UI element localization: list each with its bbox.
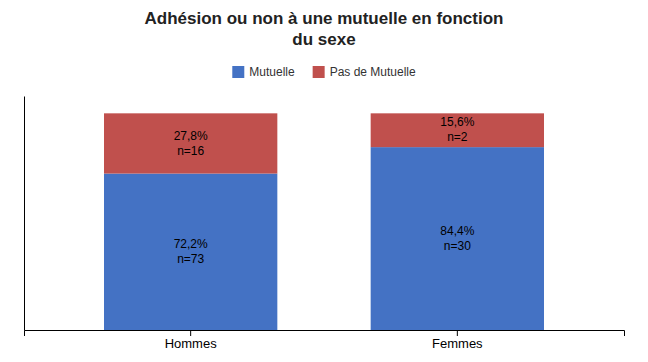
- y-axis-line: [24, 97, 25, 331]
- x-tick: Hommes: [165, 330, 218, 351]
- legend-swatch: [232, 66, 244, 78]
- bar: [104, 174, 277, 330]
- count-label: n=30: [444, 239, 471, 253]
- legend-label: Mutuelle: [249, 65, 295, 79]
- legend-item: Mutuelle: [232, 65, 295, 79]
- data-label: 72,2%: [174, 237, 208, 251]
- legend-label: Pas de Mutuelle: [330, 65, 416, 79]
- bar: [371, 113, 544, 147]
- x-axis-line: [25, 331, 625, 337]
- legend: Mutuelle Pas de Mutuelle: [232, 65, 416, 79]
- x-axis: Hommes Femmes: [25, 330, 625, 351]
- title-line: du sexe: [292, 30, 355, 49]
- data-label: 27,8%: [174, 129, 208, 143]
- x-tick: Femmes: [432, 330, 483, 351]
- legend-item: Pas de Mutuelle: [313, 65, 416, 79]
- x-tick-mark: [457, 330, 458, 336]
- count-label: n=2: [447, 130, 468, 144]
- chart-container: Adhésion ou non à une mutuelle en foncti…: [0, 0, 648, 362]
- title-line: Adhésion ou non à une mutuelle en foncti…: [145, 9, 504, 28]
- title: Adhésion ou non à une mutuelle en foncti…: [145, 9, 504, 49]
- chart-svg: Adhésion ou non à une mutuelle en foncti…: [0, 0, 648, 362]
- bar: [104, 113, 277, 173]
- data-labels: 72,2%n=73 84,4%n=30 27,8%n=16 15,6%n=2: [174, 115, 475, 266]
- data-label: 84,4%: [440, 224, 474, 238]
- count-label: n=16: [177, 144, 204, 158]
- bars: [104, 113, 544, 330]
- bar: [371, 147, 544, 330]
- x-tick-mark: [190, 330, 191, 336]
- legend-swatch: [313, 66, 325, 78]
- series: [104, 147, 544, 330]
- y-axis: [24, 97, 25, 331]
- x-tick-label: Femmes: [432, 336, 483, 351]
- x-tick-label: Hommes: [165, 336, 218, 351]
- series: [104, 113, 544, 173]
- count-label: n=73: [177, 252, 204, 266]
- data-label: 15,6%: [440, 115, 474, 129]
- plot: 72,2%n=73 84,4%n=30 27,8%n=16 15,6%n=2 Homme…: [25, 97, 625, 352]
